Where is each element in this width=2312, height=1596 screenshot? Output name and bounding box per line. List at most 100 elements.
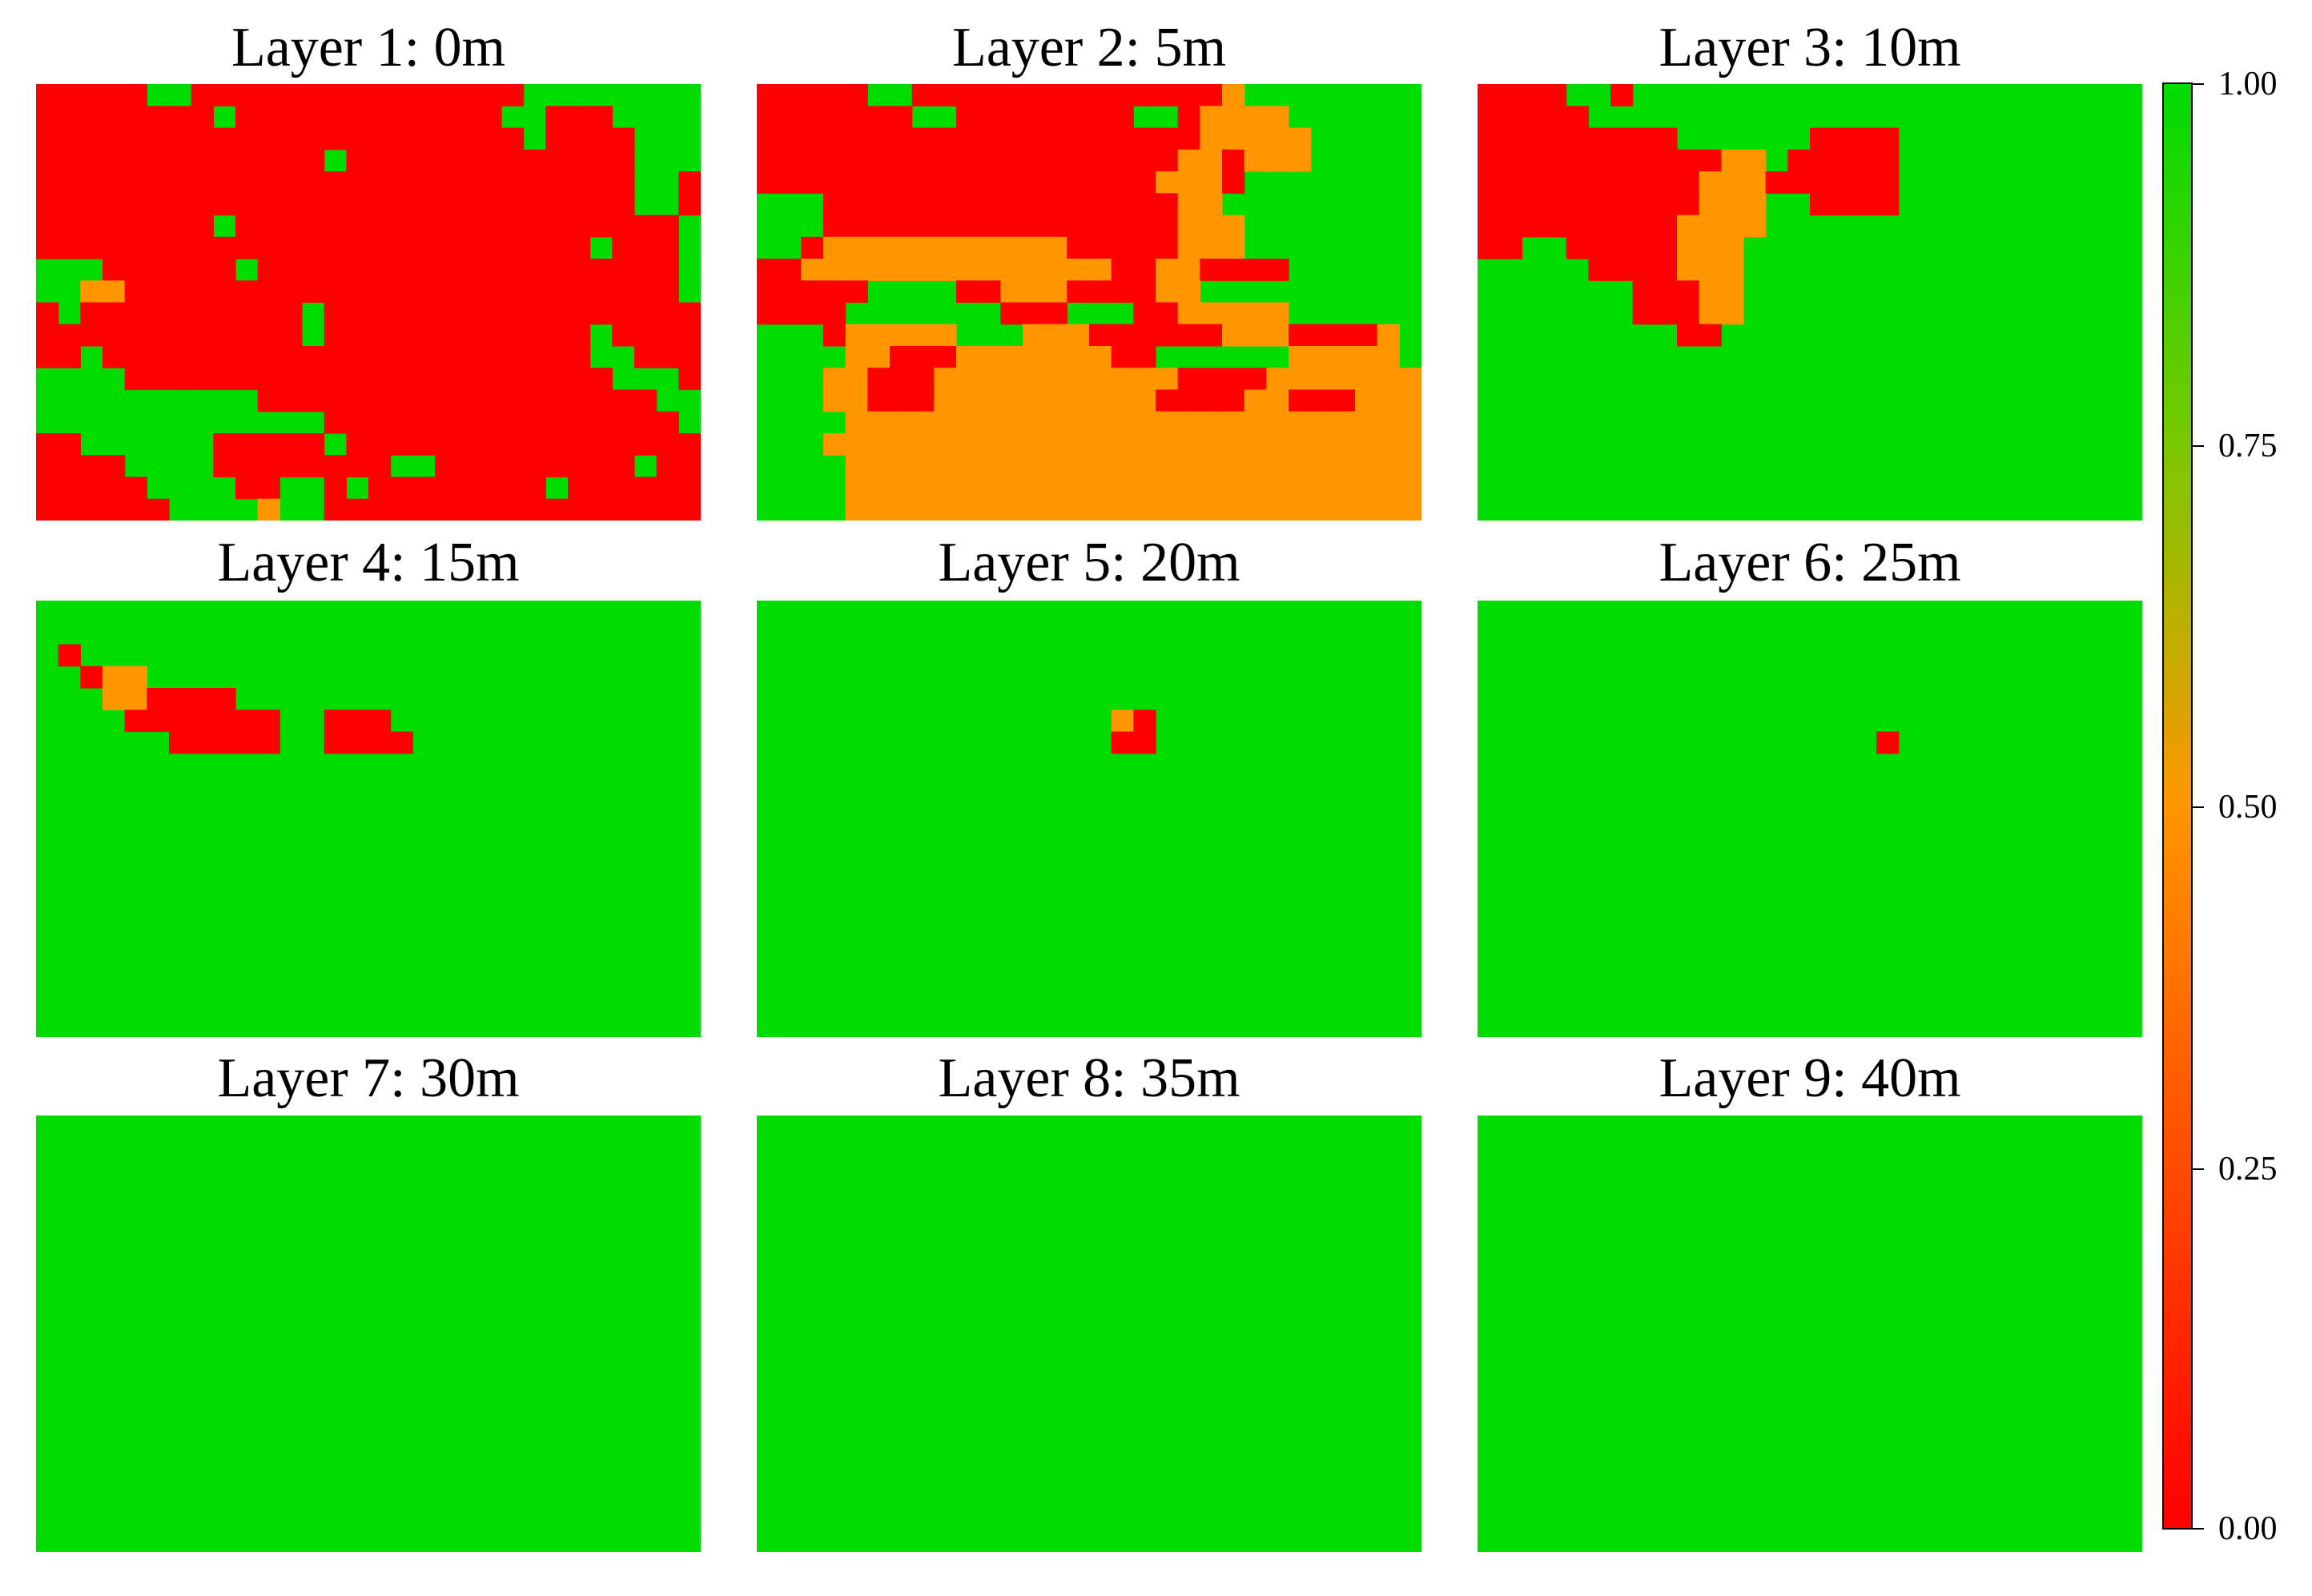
heatmap-cell [612,389,635,412]
heatmap-cell [890,346,913,368]
heatmap-cell [1632,149,1655,172]
heatmap-cell [1377,389,1400,412]
heatmap-cell [501,476,525,500]
heatmap-cell [257,127,280,151]
heatmap-cell [80,324,103,347]
heatmap-cell [1721,302,1744,325]
heatmap-cell [456,127,480,151]
heatmap-cell [612,236,635,259]
heatmap-cell [1156,411,1179,434]
heatmap-cell [1044,389,1068,412]
heatmap-cell [801,149,824,172]
heatmap-cell [1044,498,1068,521]
heatmap-cell [58,106,81,129]
heatmap-cell [978,498,1001,521]
heatmap-cell [58,455,81,478]
heatmap-cell [1610,171,1634,194]
heatmap-cell [36,346,59,368]
heatmap-cell [1522,193,1545,216]
heatmap-cell [368,455,392,478]
heatmap-cell [324,84,347,107]
heatmap-cell [1067,127,1090,151]
heatmap-cell [1089,259,1112,281]
heatmap-cell [412,280,436,304]
heatmap-cell [1000,193,1023,216]
heatmap-cell [978,280,1001,304]
heatmap-cell [1222,389,1245,412]
heatmap-cell [545,324,569,347]
heatmap-cell [1499,236,1522,259]
heatmap-cell [124,665,147,689]
heatmap-cell [1677,171,1700,194]
heatmap-cell [80,455,103,478]
heatmap-cell [1266,368,1289,391]
heatmap-cell [1177,149,1200,172]
heatmap-cell [545,346,569,368]
heatmap-cell [235,84,259,107]
heatmap-cell [390,368,413,391]
heatmap-cell [568,259,591,281]
heatmap-cell [978,433,1001,456]
heatmap-cell [1200,498,1223,521]
heatmap-cell [1067,433,1090,456]
heatmap-cell [1721,236,1744,259]
heatmap-cell [1111,498,1134,521]
heatmap-cell [612,193,635,216]
heatmap-cell [823,368,846,391]
heatmap-cell [678,476,701,500]
heatmap-cell [257,455,280,478]
heatmap-cell [1566,236,1589,259]
heatmap-cell [1044,411,1068,434]
heatmap-cell [1854,171,1877,194]
heatmap-cell [1111,106,1134,129]
heatmap-cell [956,476,979,500]
heatmap-cell [368,731,392,754]
heatmap-cell [978,215,1001,238]
heatmap-cell [1355,389,1378,412]
heatmap-cell [656,236,679,259]
heatmap-cell [1023,171,1046,194]
colorbar-tick-1 [2193,83,2204,85]
heatmap-cell [1023,346,1046,368]
heatmap-cell [589,280,613,304]
heatmap-cell [589,476,613,500]
heatmap-cell [235,236,259,259]
heatmap-cell [1544,106,1567,129]
heatmap-cell [911,368,935,391]
heatmap-cell [103,259,126,281]
heatmap-cell [545,433,569,456]
heatmap-cell [346,215,369,238]
heatmap-cell [257,302,280,325]
heatmap-cell [1832,171,1855,194]
heatmap-cell [390,324,413,347]
heatmap-cell [956,433,979,456]
heatmap-cell [435,324,458,347]
heatmap-cell [1588,236,1611,259]
heatmap-cell [169,368,192,391]
heatmap-cell [1133,302,1156,325]
colorbar-tick-5 [2193,1528,2204,1530]
heatmap-cell [568,389,591,412]
heatmap-cell [368,433,392,456]
heatmap-cell [934,324,957,347]
heatmap-cell [1244,368,1267,391]
heatmap-cell [279,368,303,391]
heatmap-cell [1310,368,1333,391]
heatmap-cell [1023,498,1046,521]
heatmap-cell [1266,476,1289,500]
heatmap-cell [1023,433,1046,456]
heatmap-cell [147,193,170,216]
heatmap-cell [191,127,214,151]
heatmap-cell [169,731,192,754]
heatmap-cell [1089,149,1112,172]
heatmap-cell [568,236,591,259]
heatmap-cell [1067,259,1090,281]
heatmap-cell [1610,215,1634,238]
heatmap-cell [757,259,780,281]
heatmap-cell [1222,84,1245,107]
heatmap-cell [368,106,392,129]
heatmap-cell [1310,411,1333,434]
heatmap-cell [1067,84,1090,107]
heatmap-cell [1632,171,1655,194]
heatmap-cell [1333,389,1356,412]
